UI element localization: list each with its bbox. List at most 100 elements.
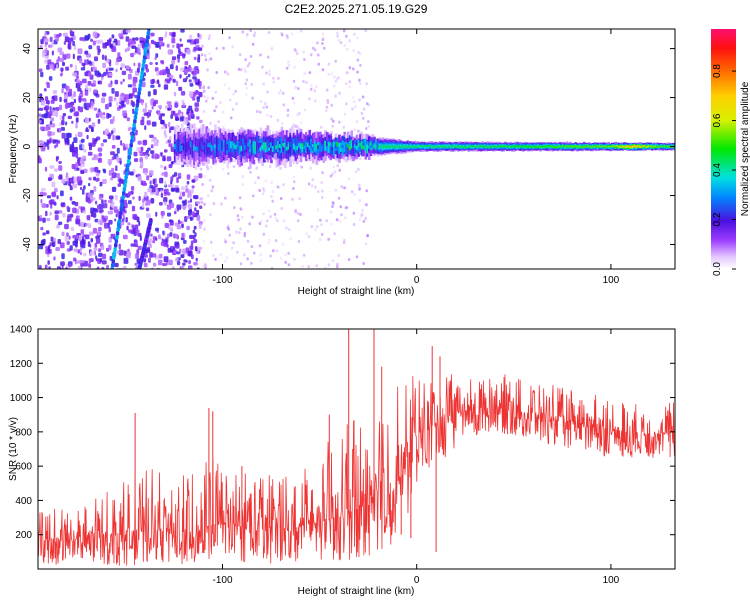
heatmap-band-cell [443,145,446,148]
heatmap-cell [287,251,290,255]
heatmap-band-cell [537,144,541,148]
heatmap-cell [309,87,313,91]
heatmap-cell [179,113,183,117]
heatmap-band-cell [603,145,607,147]
heatmap-cell [52,139,56,144]
heatmap-cell [114,79,119,85]
heatmap-cell [101,245,105,250]
heatmap-cell [139,151,144,157]
heatmap-cell [239,262,243,266]
heatmap-cell [194,246,198,252]
heatmap-cell [170,126,175,130]
heatmap-cell [314,185,317,189]
heatmap-band-cell [401,145,404,148]
heatmap-cell [168,259,173,266]
heatmap-band-cell [413,146,416,148]
heatmap-cell [108,67,114,71]
heatmap-cell [108,170,112,176]
heatmap-cell [111,130,114,135]
heatmap-cell [67,140,70,146]
heatmap-band-cell [277,141,280,153]
heatmap-band-cell [275,138,278,151]
heatmap-cell [287,263,291,267]
heatmap-band-cell [207,143,210,148]
heatmap-cell [169,136,172,141]
heatmap-cell [79,251,83,256]
heatmap-cell [39,265,42,269]
heatmap-cell [267,31,271,35]
heatmap-cell [362,107,366,111]
heatmap-cell [109,43,113,49]
heatmap-band-cell [362,145,366,150]
heatmap-cell [292,187,295,190]
heatmap-cell [151,267,154,269]
heatmap-cell [343,44,347,48]
heatmap-cell [153,41,156,45]
heatmap-cell [149,180,152,185]
heatmap-band-cell [479,145,483,149]
heatmap-cell [144,191,148,198]
heatmap-cell [72,240,78,246]
heatmap-streak-cell [143,51,147,56]
heatmap-cell [163,149,168,153]
heatmap-cell [68,177,73,181]
heatmap-band-cell [292,143,296,150]
heatmap-band-cell [614,145,617,147]
heatmap-band-cell [352,145,355,149]
heatmap-band-cell [623,146,626,148]
heatmap-cell [174,172,178,177]
heatmap-cell [194,107,199,112]
heatmap-streak-cell [124,175,128,180]
heatmap-band-cell [315,143,319,150]
heatmap-band-cell [334,144,338,149]
heatmap-cell [167,233,170,239]
heatmap-cell [195,257,198,262]
heatmap-cell [92,61,95,67]
heatmap-band-cell [333,142,336,147]
heatmap-streak-cell [114,239,119,244]
heatmap-band-cell [555,144,558,148]
heatmap-cell [162,155,166,162]
heatmap-cell [365,102,369,106]
heatmap-band-cell [179,140,182,150]
heatmap-band-cell [624,146,628,148]
heatmap-cell [287,64,291,67]
heatmap-cell [332,119,335,123]
heatmap-cell [116,57,121,62]
heatmap-cell [50,117,55,122]
heatmap-cell [226,226,230,230]
heatmap-band-cell [298,143,301,153]
heatmap-cell [160,152,163,157]
heatmap-cell [316,208,320,212]
heatmap-cell [134,240,138,246]
heatmap-streak-cell [123,183,127,188]
heatmap-band-cell [644,145,647,147]
heatmap-cell [117,183,121,187]
heatmap-cell [41,239,46,246]
heatmap-cell [94,242,98,248]
heatmap-cell [261,192,265,196]
heatmap-cell [193,225,197,230]
heatmap-cell [219,253,223,256]
heatmap-cell [47,131,52,137]
heatmap-band-cell [572,145,576,148]
heatmap-cell [120,92,125,97]
heatmap-band-cell [506,146,509,148]
heatmap-cell [40,100,45,106]
heatmap-cell [279,256,283,260]
heatmap-cell [160,211,165,216]
heatmap-cell [270,47,274,51]
heatmap-band-cell [471,145,474,148]
heatmap-cell [65,132,71,138]
heatmap-band-cell [319,142,322,150]
heatmap-cell [361,208,364,212]
heatmap-cell [128,229,133,233]
heatmap-cell [132,90,135,97]
heatmap-cell [155,41,160,48]
heatmap-cell [323,46,326,50]
heatmap-band-cell [364,142,368,146]
heatmap-band-cell [617,146,621,148]
heatmap-cell [65,175,69,181]
heatmap-streak-cell [112,251,117,256]
heatmap-cell [345,206,349,209]
